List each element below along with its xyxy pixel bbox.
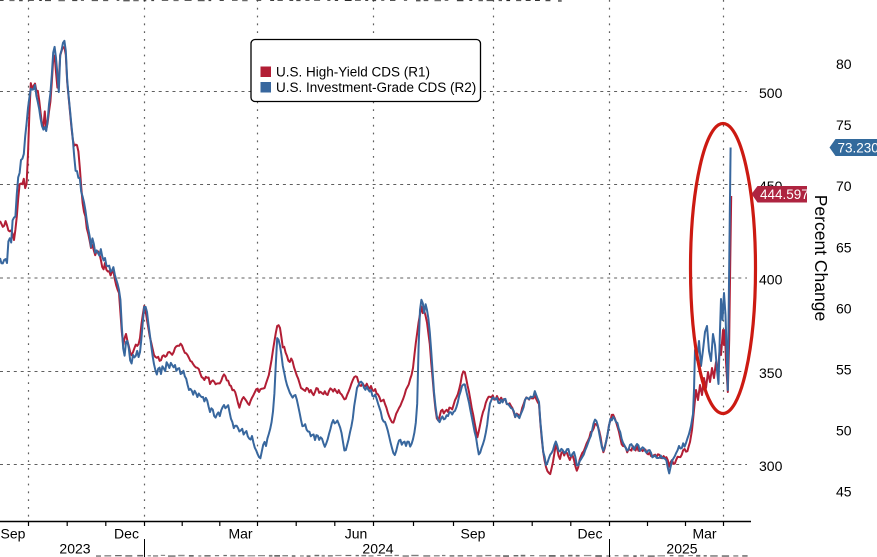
svg-text:500: 500 — [759, 85, 783, 101]
svg-text:Percent Change: Percent Change — [811, 195, 831, 321]
svg-text:Sep: Sep — [1, 526, 26, 542]
svg-text:65: 65 — [836, 239, 852, 255]
svg-text:444.597: 444.597 — [760, 187, 809, 202]
svg-text:2025: 2025 — [666, 541, 697, 557]
svg-text:Mar: Mar — [228, 526, 252, 542]
svg-text:45: 45 — [836, 484, 852, 500]
svg-text:300: 300 — [759, 458, 783, 474]
svg-text:U.S. Investment-Grade CDS (R2): U.S. Investment-Grade CDS (R2) — [276, 80, 476, 95]
svg-text:2024: 2024 — [362, 541, 393, 557]
svg-text:Sep: Sep — [461, 526, 486, 542]
svg-text:2023: 2023 — [59, 541, 90, 557]
svg-text:Jun: Jun — [345, 526, 368, 542]
svg-text:Dec: Dec — [114, 526, 139, 542]
svg-text:U.S. High-Yield CDS (R1): U.S. High-Yield CDS (R1) — [276, 65, 430, 80]
svg-text:Dec: Dec — [578, 526, 603, 542]
svg-text:75: 75 — [836, 117, 852, 133]
svg-text:80: 80 — [836, 56, 852, 72]
svg-text:60: 60 — [836, 300, 852, 316]
svg-text:400: 400 — [759, 272, 783, 288]
svg-text:55: 55 — [836, 362, 852, 378]
svg-text:70: 70 — [836, 178, 852, 194]
svg-text:73.230: 73.230 — [838, 141, 877, 156]
svg-text:Mar: Mar — [692, 526, 716, 542]
svg-text:350: 350 — [759, 365, 783, 381]
svg-text:50: 50 — [836, 423, 852, 439]
